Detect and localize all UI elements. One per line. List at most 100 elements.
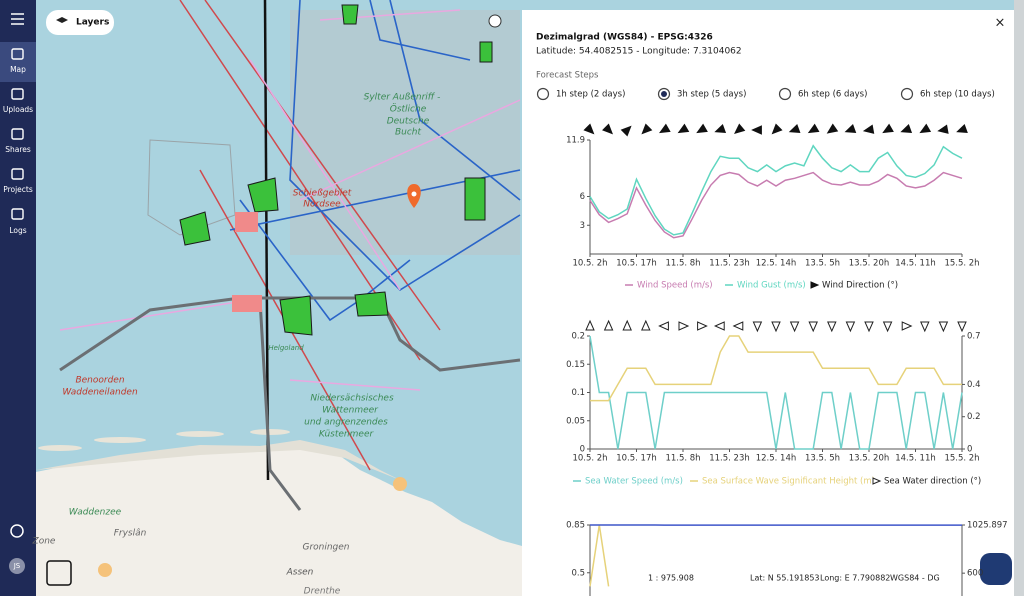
direction-arrow [732,321,744,331]
direction-arrow [658,321,669,331]
map-label: Helgoland [268,344,304,352]
radio-label[interactable]: 1h step (2 days) [556,90,625,100]
radio[interactable] [900,87,914,101]
radio[interactable] [778,87,792,101]
nav-icon[interactable] [11,208,24,220]
y-tick-label: 0.15 [566,360,585,370]
scale-value[interactable]: 1 : 975.908 [648,574,694,583]
map-label: Benoorden [75,376,124,386]
radio-label[interactable]: 6h step (10 days) [920,90,995,100]
nav-label[interactable]: Uploads [3,105,33,114]
map-label: Drenthe [304,587,341,596]
nav-icon[interactable] [11,168,24,180]
direction-arrow [751,125,762,135]
radio-label[interactable]: 3h step (5 days) [677,90,746,100]
legend-label[interactable]: Sea Water direction (°) [884,477,981,487]
cursor-lat: Lat: N 55.191853 [750,574,820,583]
direction-arrow [714,123,727,133]
direction-arrow [844,123,857,133]
direction-arrow [919,123,932,134]
direction-arrow [788,123,801,133]
direction-arrow [583,123,595,135]
map-label: Fryslân [114,529,147,539]
radio[interactable] [536,87,550,101]
y-tick-label: 0.05 [566,416,585,426]
check-icon[interactable] [10,524,24,538]
x-tick-label: 11.5. 23h [709,259,750,269]
nav-icon[interactable] [11,48,24,60]
nav-label[interactable]: Projects [3,185,33,194]
x-tick-label: 12.5. 14h [756,454,797,464]
map-label: und angrenzendes [304,418,388,428]
nav-icon[interactable] [11,88,24,100]
y-tick-label: 11.9 [566,136,585,146]
y2-tick-label: 0.7 [967,332,981,342]
x-tick-label: 11.5. 8h [665,259,700,269]
legend-label[interactable]: Wind Direction (°) [822,281,898,291]
nav-icon[interactable] [11,128,24,140]
series-line [589,144,963,236]
layers-button[interactable] [46,10,114,35]
direction-arrow [713,321,725,331]
nav-label[interactable]: Map [10,65,26,74]
direction-arrow [862,124,875,134]
x-tick-label: 11.5. 8h [665,454,700,464]
radio-label[interactable]: 6h step (6 days) [798,90,867,100]
legend-label[interactable]: Sea Water Speed (m/s) [585,477,683,487]
basemap-toggle[interactable] [46,560,72,586]
series-line [589,171,963,239]
map-features [36,0,1024,596]
map-label: Groningen [302,543,349,553]
nav-label[interactable]: Shares [5,145,31,154]
x-tick-label: 13.5. 20h [849,454,890,464]
menu-icon[interactable] [11,13,24,25]
direction-arrow [864,321,874,333]
x-tick-label: 10.5. 17h [616,454,657,464]
map-label: Niedersächsisches [310,394,394,404]
info-panel [522,10,1014,596]
legend-label[interactable]: Wind Gust (m/s) [737,281,806,291]
sidebar-active [0,42,36,82]
avatar[interactable] [9,558,25,574]
direction-arrow [938,321,949,333]
x-tick-label: 10.5. 17h [616,259,657,269]
series-line [589,335,963,450]
legend-label[interactable]: Wind Speed (m/s) [637,281,713,291]
x-tick-label: 14.5. 11h [895,259,936,269]
y-tick-label: 3 [580,221,585,231]
panel-coords: Latitude: 54.4082515 - Longitude: 7.3104… [536,47,742,57]
map-label: Küstenmeer [319,430,375,440]
legend-label[interactable]: Sea Surface Wave Significant Height (m) [702,477,875,487]
info-button[interactable] [488,14,502,28]
close-button[interactable]: × [995,16,1006,31]
map-label: Assen [286,568,314,578]
y-tick-label: 0.2 [571,332,585,342]
map-label: Zone [32,537,56,547]
direction-arrow [771,123,783,135]
direction-arrow [826,123,839,134]
nav-label[interactable]: Logs [9,226,26,235]
direction-arrow [585,319,595,331]
x-tick-label: 13.5. 5h [805,454,840,464]
direction-arrow [677,123,690,134]
x-tick-label: 10.5. 2h [572,454,607,464]
legend-symbol [810,281,820,289]
y2-tick-label: 1025.897 [967,521,1008,531]
x-tick-label: 10.5. 2h [572,259,607,269]
chat-button[interactable] [980,553,1012,585]
direction-arrow [827,321,837,333]
map-label: Waddenzee [69,508,122,518]
direction-arrow [807,123,820,134]
direction-arrow [901,321,913,331]
map-label: Nordsee [303,200,341,210]
direction-arrow [697,321,708,331]
y-tick-label: 0 [580,445,585,455]
direction-arrow [734,123,746,135]
direction-arrow [696,123,708,134]
direction-arrow [808,321,818,333]
direction-arrow [937,124,949,134]
map-label: Deutsche [387,117,430,127]
layers-label[interactable]: Layers [76,18,109,28]
